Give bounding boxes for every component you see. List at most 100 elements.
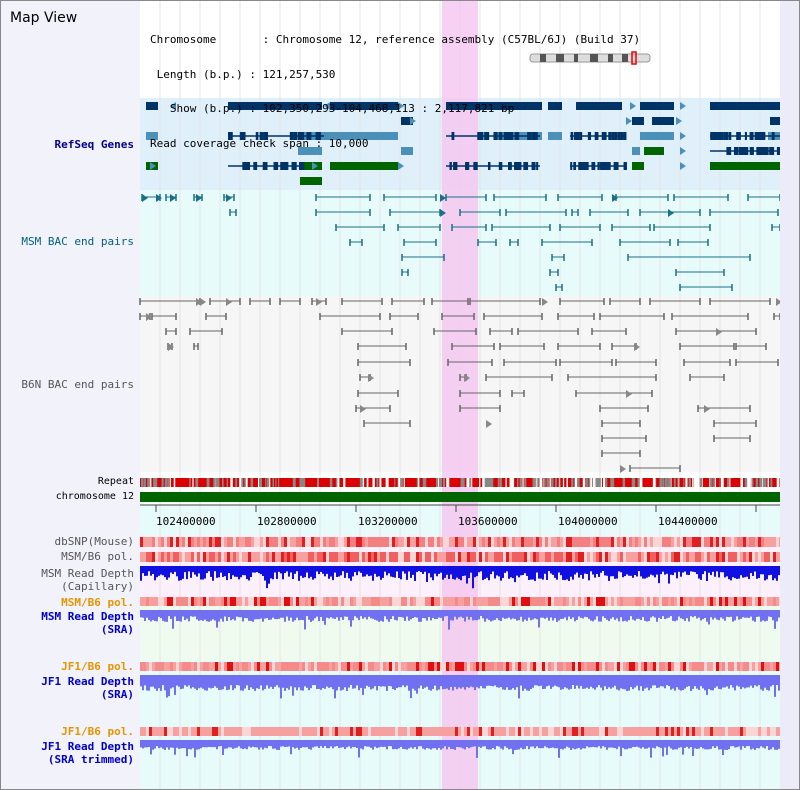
jf1-sra-depth-bar [220,675,222,690]
gene-block [652,117,674,125]
read-depth-tracks[interactable] [140,566,780,758]
msm-b6-pol-2-cell [632,597,635,606]
jf1-trim-depth-bar [600,740,602,749]
track-label-jf1-trim-2: (SRA trimmed) [47,753,134,766]
msm-capillary-depth-bar [592,566,594,575]
jf1-trim-depth-bar [646,740,648,749]
msm-capillary-depth-bar [616,566,618,579]
msm-b6-pol-2-cell [215,597,218,606]
jf1-trim-depth-bar [518,740,520,750]
jf1-b6-pol-cell [629,662,632,671]
msm-sra-depth-bar [710,610,712,618]
repeat-track[interactable] [140,478,780,487]
jf1-b6-pol-2-cell [623,727,626,736]
msm-capillary-depth-bar [494,566,496,579]
jf1-sra-depth-bar [342,675,344,690]
msm-sra-depth-bar [738,610,740,620]
msm-bac-end [668,209,674,217]
jf1-trim-depth-bar [634,740,636,747]
track-label-jf1-depth-2: (SRA) [100,688,134,701]
jf1-trim-depth-bar [654,740,656,749]
msm-capillary-depth-bar [370,566,372,576]
msm-capillary-depth-bar [280,566,282,574]
jf1-sra-depth-bar [272,675,274,689]
refseq-gene-track[interactable] [146,102,782,185]
jf1-trim-depth-bar [742,740,744,747]
polymorphism-heat-tracks[interactable] [140,537,782,736]
jf1-trim-depth-bar [504,740,506,747]
msm-capillary-depth-bar [302,566,304,578]
jf1-b6-pol-cell [512,662,515,671]
track-label-msm-b6-pol-2: MSM/B6 pol. [61,596,134,609]
gene-exon [740,147,745,155]
msm-sra-depth-bar [234,610,236,621]
jf1-sra-depth-bar [336,675,338,691]
repeat-element [727,478,730,487]
jf1-sra-depth-bar [534,675,536,686]
msm-capillary-depth-bar [744,566,746,578]
jf1-b6-pol-2-cell [356,727,359,736]
msm-capillary-depth-bar [500,566,502,581]
msm-capillary-depth-bar [728,566,730,580]
msm-b6-pol-2-cell [644,597,647,606]
msm-sra-depth-bar [194,610,196,617]
track-label-refseq[interactable]: RefSeq Genes [54,138,134,151]
jf1-b6-pol-2-cell [425,727,428,736]
msm-capillary-depth-bar [168,566,170,578]
jf1-sra-depth-bar [486,675,488,686]
msm-sra-depth-bar [494,610,496,620]
msm-sra-depth-bar [492,610,494,621]
dbsnp-cell [323,537,326,547]
msm-b6-pol-cell [254,552,257,562]
track-label-b6n-bac[interactable]: B6N BAC end pairs [21,378,134,391]
jf1-sra-depth-bar [622,675,624,690]
chromosome-ideogram[interactable] [529,51,651,65]
msm-bac-track[interactable] [141,194,781,291]
jf1-sra-depth-bar [512,675,514,689]
msm-capillary-depth-bar [394,566,396,578]
jf1-b6-pol-2-cell [173,727,176,736]
jf1-sra-depth-bar [736,675,738,686]
track-label-msm-bac[interactable]: MSM BAC end pairs [21,235,134,248]
jf1-b6-pol-cell [233,662,236,671]
dbsnp-cell [482,537,485,547]
msm-capillary-depth-bar [186,566,188,580]
msm-sra-depth-bar [476,610,478,621]
gene-exon [487,162,491,170]
repeat-element [685,478,688,487]
msm-capillary-depth-bar [664,566,666,575]
jf1-b6-pol-cell [662,662,665,671]
chromosome-bar[interactable] [140,492,780,502]
msm-b6-pol-2-cell [674,597,677,606]
jf1-trim-depth-bar [418,740,420,747]
jf1-sra-depth-bar [630,675,632,687]
msm-b6-pol-2-cell [752,597,755,606]
msm-sra-depth-bar [152,610,154,621]
jf1-sra-depth-bar [608,675,610,688]
msm-b6-pol-2-cell [758,597,761,606]
msm-capillary-depth-bar [262,566,264,577]
msm-b6-pol-cell [443,552,446,562]
msm-sra-depth-bar [252,610,254,622]
msm-b6-pol-2-cell [509,597,512,606]
gene-exon [597,162,600,170]
b6n-bac-track[interactable] [139,298,782,473]
msm-sra-depth-bar [462,610,464,618]
jf1-sra-depth-bar [678,675,680,690]
jf1-trim-depth-bar [728,740,730,750]
jf1-trim-depth-bar [334,740,336,747]
msm-b6-pol-2-cell [155,597,158,606]
jf1-trim-depth-bar [170,740,172,748]
jf1-sra-depth-bar [204,675,206,691]
msm-b6-pol-cell [152,552,155,562]
jf1-trim-depth-bar [774,740,776,750]
jf1-trim-depth-bar [408,740,410,749]
msm-capillary-depth-bar [678,566,680,572]
msm-b6-pol-cell [731,552,734,562]
msm-capillary-depth-bar [614,566,616,579]
gene-exon [465,162,470,170]
jf1-sra-depth-bar [400,675,402,688]
jf1-b6-pol-2-cell [245,727,248,736]
msm-capillary-depth-bar [654,566,656,578]
